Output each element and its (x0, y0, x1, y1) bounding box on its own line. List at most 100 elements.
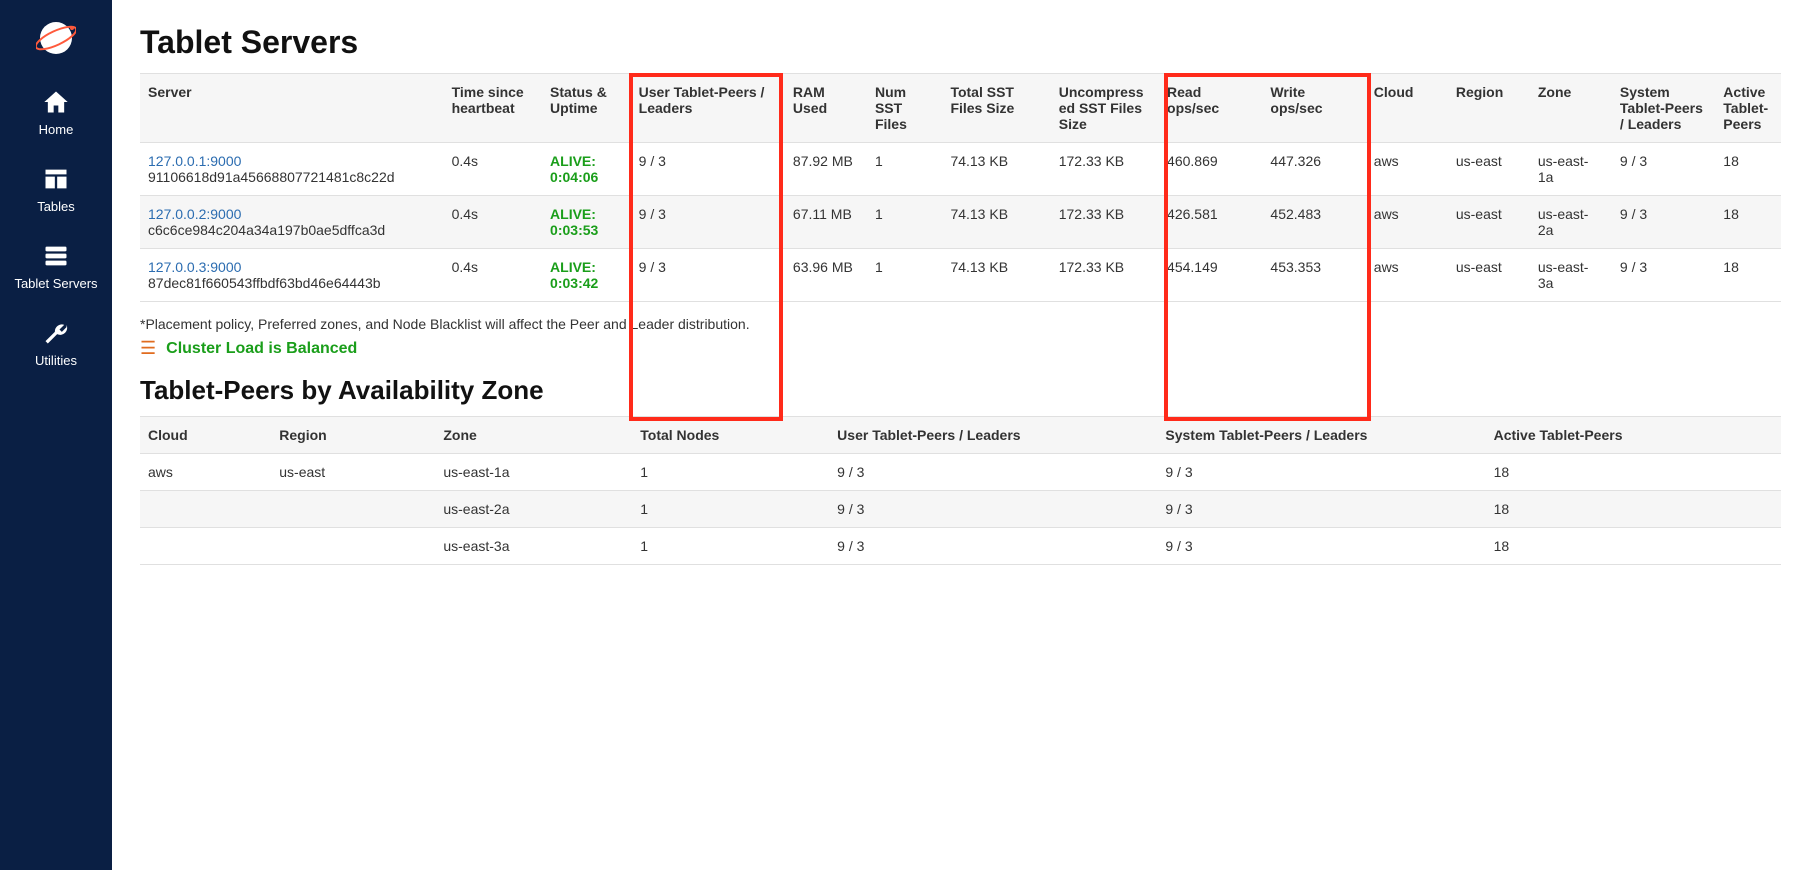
z-zone: us-east-2a (435, 491, 632, 528)
heartbeat: 0.4s (444, 249, 542, 302)
cloud: aws (1366, 249, 1448, 302)
z-zone: us-east-1a (435, 454, 632, 491)
balanced-icon: ☰ (140, 338, 156, 359)
nav-tables[interactable]: Tables (0, 165, 112, 214)
total-sst: 74.13 KB (942, 249, 1050, 302)
col-write_ops: Write ops/sec (1262, 74, 1365, 143)
uncompressed: 172.33 KB (1051, 196, 1159, 249)
z-total_nodes: 1 (632, 528, 829, 565)
z-sys_peers: 9 / 3 (1157, 528, 1485, 565)
col-active_peers: Active Tablet-Peers (1715, 74, 1781, 143)
status-label: ALIVE: (550, 206, 623, 222)
cloud: aws (1366, 196, 1448, 249)
num-sst: 1 (867, 143, 942, 196)
z-user_peers: 9 / 3 (829, 454, 1157, 491)
write-ops: 447.326 (1262, 143, 1365, 196)
zcol-cloud: Cloud (140, 417, 271, 454)
col-cloud: Cloud (1366, 74, 1448, 143)
active-peers: 18 (1715, 143, 1781, 196)
sys-peers: 9 / 3 (1612, 249, 1715, 302)
num-sst: 1 (867, 249, 942, 302)
sys-peers: 9 / 3 (1612, 143, 1715, 196)
nav-label: Tables (37, 199, 75, 214)
z-cloud (140, 528, 271, 565)
z-active_peers: 18 (1486, 491, 1781, 528)
cluster-balanced: ☰ Cluster Load is Balanced (140, 338, 1781, 359)
cloud: aws (1366, 143, 1448, 196)
uncompressed: 172.33 KB (1051, 249, 1159, 302)
wrench-icon (42, 319, 70, 347)
total-sst: 74.13 KB (942, 143, 1050, 196)
region: us-east (1448, 196, 1530, 249)
tables-icon (42, 165, 70, 193)
servers-table: ServerTime since heartbeatStatus & Uptim… (140, 73, 1781, 302)
balanced-text: Cluster Load is Balanced (166, 340, 357, 358)
zones-table: CloudRegionZoneTotal NodesUser Tablet-Pe… (140, 416, 1781, 565)
zone-row: awsus-eastus-east-1a19 / 39 / 318 (140, 454, 1781, 491)
server-uuid: 87dec81f660543ffbdf63bd46e64443b (148, 275, 436, 291)
read-ops: 454.149 (1159, 249, 1262, 302)
table-row: 127.0.0.1:900091106618d91a45668807721481… (140, 143, 1781, 196)
uptime: 0:04:06 (550, 169, 623, 185)
sidebar: Home Tables Tablet Servers Utilities (0, 0, 112, 870)
zcol-zone: Zone (435, 417, 632, 454)
page-title: Tablet Servers (140, 24, 1781, 61)
read-ops: 460.869 (1159, 143, 1262, 196)
col-user_peers: User Tablet-Peers / Leaders (631, 74, 785, 143)
num-sst: 1 (867, 196, 942, 249)
nav-utilities[interactable]: Utilities (0, 319, 112, 368)
uptime: 0:03:42 (550, 275, 623, 291)
server-link[interactable]: 127.0.0.1:9000 (148, 153, 241, 169)
z-sys_peers: 9 / 3 (1157, 491, 1485, 528)
nav-home[interactable]: Home (0, 88, 112, 137)
user-peers: 9 / 3 (631, 249, 785, 302)
zone-row: us-east-3a19 / 39 / 318 (140, 528, 1781, 565)
z-cloud (140, 491, 271, 528)
uncompressed: 172.33 KB (1051, 143, 1159, 196)
logo-icon (36, 18, 76, 58)
z-region (271, 491, 435, 528)
heartbeat: 0.4s (444, 143, 542, 196)
uptime: 0:03:53 (550, 222, 623, 238)
servers-icon (42, 242, 70, 270)
read-ops: 426.581 (1159, 196, 1262, 249)
status-label: ALIVE: (550, 153, 623, 169)
zcol-region: Region (271, 417, 435, 454)
nav-tablet-servers[interactable]: Tablet Servers (0, 242, 112, 291)
zone: us-east-1a (1530, 143, 1612, 196)
col-server: Server (140, 74, 444, 143)
active-peers: 18 (1715, 249, 1781, 302)
col-total_sst: Total SST Files Size (942, 74, 1050, 143)
col-zone: Zone (1530, 74, 1612, 143)
region: us-east (1448, 249, 1530, 302)
sys-peers: 9 / 3 (1612, 196, 1715, 249)
active-peers: 18 (1715, 196, 1781, 249)
col-ram: RAM Used (785, 74, 867, 143)
total-sst: 74.13 KB (942, 196, 1050, 249)
server-link[interactable]: 127.0.0.2:9000 (148, 206, 241, 222)
table-row: 127.0.0.3:900087dec81f660543ffbdf63bd46e… (140, 249, 1781, 302)
user-peers: 9 / 3 (631, 196, 785, 249)
zones-title: Tablet-Peers by Availability Zone (140, 375, 1781, 406)
zcol-total_nodes: Total Nodes (632, 417, 829, 454)
z-zone: us-east-3a (435, 528, 632, 565)
z-region: us-east (271, 454, 435, 491)
home-icon (42, 88, 70, 116)
zcol-active_peers: Active Tablet-Peers (1486, 417, 1781, 454)
write-ops: 452.483 (1262, 196, 1365, 249)
z-user_peers: 9 / 3 (829, 491, 1157, 528)
zone-row: us-east-2a19 / 39 / 318 (140, 491, 1781, 528)
server-uuid: c6c6ce984c204a34a197b0ae5dffca3d (148, 222, 436, 238)
col-uncompressed: Uncompressed SST Files Size (1051, 74, 1159, 143)
nav-label: Home (39, 122, 74, 137)
col-num_sst: Num SST Files (867, 74, 942, 143)
main-content: Tablet Servers ServerTime since heartbea… (112, 0, 1809, 870)
z-region (271, 528, 435, 565)
table-row: 127.0.0.2:9000c6c6ce984c204a34a197b0ae5d… (140, 196, 1781, 249)
server-uuid: 91106618d91a45668807721481c8c22d (148, 169, 436, 185)
col-region: Region (1448, 74, 1530, 143)
heartbeat: 0.4s (444, 196, 542, 249)
server-link[interactable]: 127.0.0.3:9000 (148, 259, 241, 275)
col-status: Status & Uptime (542, 74, 631, 143)
z-cloud: aws (140, 454, 271, 491)
